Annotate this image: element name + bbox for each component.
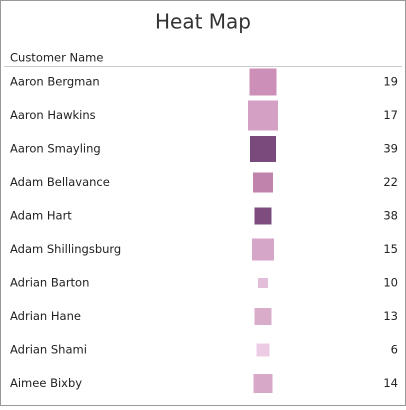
value-label: 22 <box>383 175 398 189</box>
row-label: Adam Shillingsburg <box>10 242 121 256</box>
value-label: 38 <box>383 209 398 223</box>
value-label: 39 <box>383 142 398 156</box>
chart-title: Heat Map <box>155 10 251 34</box>
row-label: Aaron Smayling <box>10 142 101 156</box>
value-label: 13 <box>383 309 398 323</box>
value-label: 15 <box>383 242 398 256</box>
heat-square <box>249 68 277 96</box>
heat-square <box>254 207 272 225</box>
row-label: Adrian Barton <box>10 276 89 290</box>
value-label: 14 <box>383 376 398 390</box>
value-label: 6 <box>391 343 398 357</box>
value-label: 10 <box>383 276 398 290</box>
row-label: Adrian Hane <box>10 309 81 323</box>
heat-square <box>252 238 274 261</box>
heat-square <box>256 343 270 357</box>
row-label: Adrian Shami <box>10 343 87 357</box>
value-label: 19 <box>383 75 398 89</box>
heat-square <box>254 308 272 325</box>
heat-square <box>253 374 273 393</box>
column-header: Customer Name <box>10 51 103 65</box>
row-label: Aaron Hawkins <box>10 108 96 122</box>
heat-square <box>248 100 278 131</box>
heat-square <box>250 136 276 162</box>
row-label: Adam Hart <box>10 209 72 223</box>
heat-square <box>253 172 273 193</box>
row-label: Aimee Bixby <box>10 376 82 390</box>
heat-square <box>258 278 268 288</box>
row-label: Aaron Bergman <box>10 75 100 89</box>
value-label: 17 <box>383 108 398 122</box>
row-label: Adam Bellavance <box>10 175 110 189</box>
